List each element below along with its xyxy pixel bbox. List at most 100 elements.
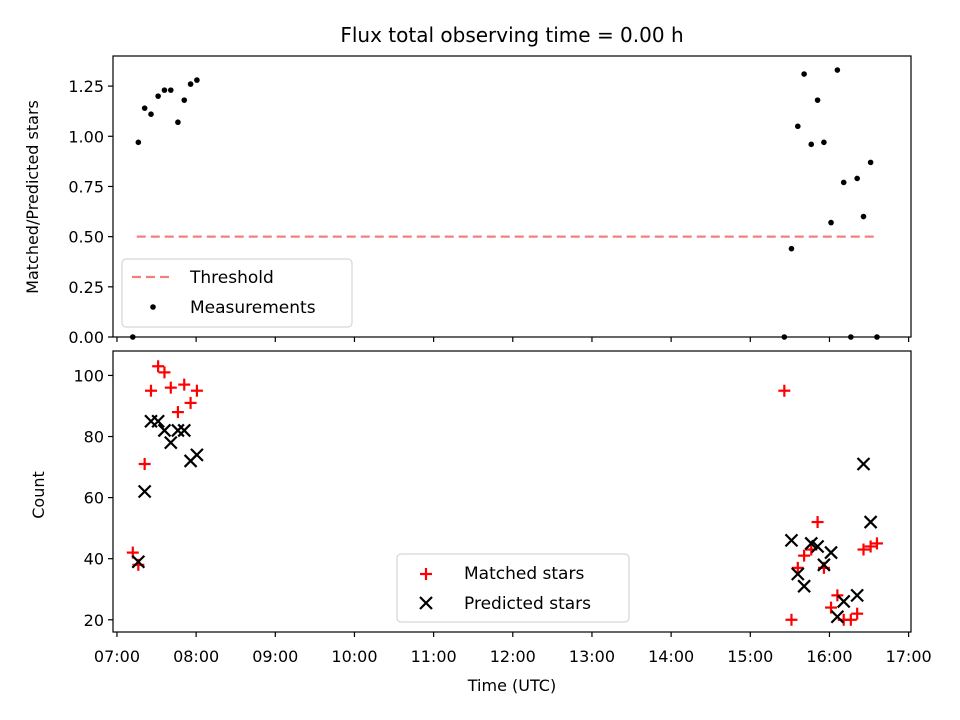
measurement-point [840,179,847,186]
measurement-point [801,71,807,77]
measurement-point [794,123,801,130]
matched-star-point [178,378,191,391]
x-tick-label: 12:00 [490,647,536,666]
measurement-point [135,139,142,146]
predicted-star-point [830,609,845,624]
top-y-tick-label: 0.00 [68,328,104,347]
matched-star-point [831,589,844,602]
predicted-star-point [836,594,851,609]
legend-matched-label: Matched stars [464,564,584,584]
predicted-star-point [171,423,185,438]
measurement-point [161,87,168,93]
bottom-y-axis-label: Count [29,471,48,519]
matched-star-point [184,396,197,409]
legend-matched-swatch [420,568,432,580]
measurement-point [175,119,181,126]
predicted-star-point [850,588,864,603]
x-tick-label: 17:00 [886,647,932,666]
matched-star-point [152,360,165,373]
bottom-y-tick-label: 20 [84,611,104,630]
measurement-point [854,175,860,182]
measurement-point [155,93,161,99]
predicted-star-point [856,457,871,471]
x-axis-label: Time (UTC) [467,676,556,695]
chart-title: Flux total observing time = 0.00 h [340,23,683,47]
legend-measurements-swatch [150,304,156,310]
x-tick-label: 15:00 [727,647,773,666]
measurement-point [194,77,200,83]
matched-star-point [138,458,151,471]
bottom-y-tick-label: 80 [84,428,104,447]
top-panel: 0.00 0.25 0.50 0.75 1.00 1.25 Matched/Predict… [23,55,912,347]
predicted-star-point [157,423,172,438]
predicted-star-point [797,579,811,593]
top-y-axis-label: Matched/Predicted stars [23,100,42,294]
measurement-point [808,141,815,148]
bottom-y-tick-label: 60 [84,489,104,508]
predicted-star-point [791,567,805,581]
top-legend: Threshold Measurements [121,258,353,328]
matched-star-point [864,540,877,553]
matched-star-points [126,360,883,626]
measurement-point [187,81,194,87]
predicted-star-point [190,448,204,462]
predicted-star-point [863,515,878,529]
predicted-star-point [817,558,831,572]
top-x-ticks [116,337,910,342]
top-y-tick-label: 0.75 [68,177,104,196]
matched-star-point [811,516,824,529]
top-y-tick-label: 1.25 [68,77,104,96]
matched-star-point [844,613,857,626]
measurement-point [867,159,874,166]
measurement-point [788,245,795,252]
top-legend-box [121,258,353,328]
legend-measurements-label: Measurements [190,298,316,318]
measurement-points [129,67,880,340]
measurement-point [834,67,841,73]
measurement-point [848,334,854,340]
predicted-star-point [131,554,146,569]
measurement-point [874,334,880,340]
matched-star-point [791,561,804,574]
x-tick-label: 07:00 [94,647,140,666]
measurement-point [821,139,827,146]
bottom-legend: Matched stars Predicted stars [396,553,630,623]
matched-star-point [164,381,177,394]
matched-star-point [190,384,203,397]
measurement-point [828,219,834,226]
x-tick-label: 16:00 [806,647,852,666]
legend-threshold-label: Threshold [189,268,274,288]
matched-star-point [778,384,791,397]
bottom-y-tick-label: 40 [84,550,104,569]
matched-star-point [158,366,171,379]
bottom-x-ticks: 07:00 08:00 09:00 10:00 11:00 12:00 13:00 14:00… [94,632,932,666]
x-tick-label: 10:00 [331,647,377,666]
predicted-star-point [810,539,825,554]
predicted-star-point [784,533,799,548]
top-y-tick-label: 0.50 [68,228,104,247]
x-tick-label: 11:00 [411,647,457,666]
matched-star-point [857,543,870,556]
predicted-star-points [131,414,878,624]
x-tick-label: 13:00 [569,647,615,666]
top-y-ticks: 0.00 0.25 0.50 0.75 1.00 1.25 [68,77,113,347]
predicted-star-point [824,545,838,560]
measurement-point [148,111,154,118]
bottom-y-tick-label: 100 [73,366,104,385]
matched-star-point [785,613,798,626]
predicted-star-point [164,435,178,450]
bottom-y-ticks: 20 40 60 80 100 [73,366,113,630]
matched-star-point [171,406,184,419]
top-y-tick-label: 1.00 [68,127,104,146]
x-tick-label: 08:00 [173,647,219,666]
legend-predicted-label: Predicted stars [464,594,591,614]
legend-predicted-swatch [419,596,433,610]
matched-star-point [870,537,883,550]
predicted-star-point [151,414,165,429]
predicted-star-point [137,484,152,499]
bottom-panel: 20 40 60 80 100 07:00 08:00 09:00 10:00 11:00 12:… [29,350,932,695]
predicted-star-point [177,423,192,438]
measurement-point [141,105,148,111]
matched-star-point [798,549,811,562]
